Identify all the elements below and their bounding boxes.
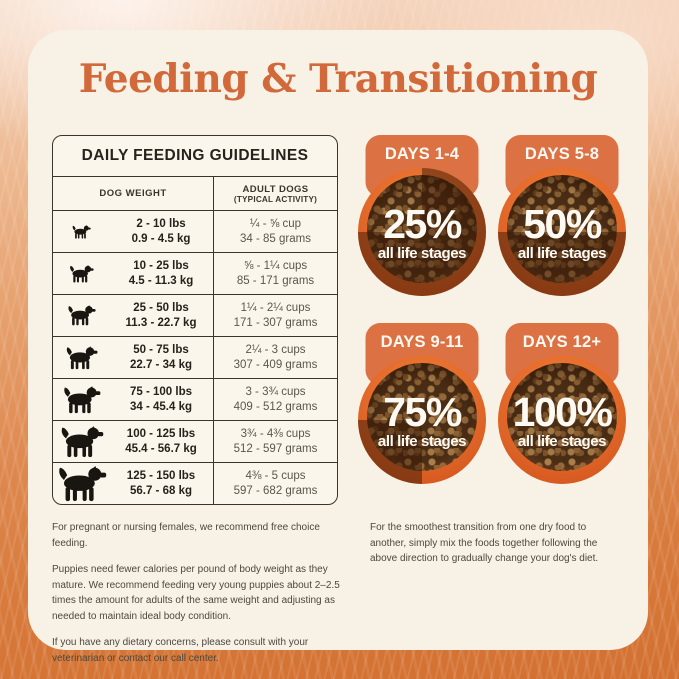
stage-days-5-8: DAYS 5-8 50% all life stages [494,135,630,296]
transition-note: For the smoothest transition from one dr… [370,522,599,564]
stage-days-label: DAYS 12+ [522,333,602,351]
column-header-dog-weight: DOG WEIGHT [53,177,214,210]
weight-kg: 22.7 - 34 kg [129,358,192,371]
serving-grams: 307 - 409 grams [233,358,318,371]
weight-lbs: 125 - 150 lbs [126,469,196,482]
table-title: DAILY FEEDING GUIDELINES [53,136,337,177]
food-bowl: 25% all life stages [358,168,486,296]
table-row: 10 - 25 lbs 4.5 - 11.3 kg ⅝ - 1¼ cups 85 … [53,253,337,295]
weight-lbs: 10 - 25 lbs [133,259,189,272]
table-row: 50 - 75 lbs 22.7 - 34 kg 2¼ - 3 cups 307 … [53,337,337,379]
food-bowl: 75% all life stages [358,356,486,484]
table-row: 25 - 50 lbs 11.3 - 22.7 kg 1¼ - 2¼ cups 1… [53,295,337,337]
dog-icon [66,345,98,369]
serving-grams: 512 - 597 grams [233,442,318,455]
serving-cups: ¼ - ⅝ cup [249,217,302,230]
table-row: 100 - 125 lbs 45.4 - 56.7 kg 3¾ - 4⅜ cups… [53,421,337,463]
note-paragraph: If you have any dietary concerns, please… [52,637,309,664]
adult-dogs-label: ADULT DOGS [242,183,309,195]
stage-caption: all life stages [517,433,607,451]
percent-label: 75% [383,388,462,435]
dog-icon [61,425,104,457]
weight-lbs: 50 - 75 lbs [133,343,189,356]
typical-activity-label: (TYPICAL ACTIVITY) [233,194,318,204]
serving-cups: 3 - 3¾ cups [245,385,306,398]
transition-grid: DAYS 1-4 25% all life stages DAYS 5-8 [354,135,630,505]
serving-cups: 1¼ - 2¼ cups [240,301,311,314]
infographic-card: Feeding & Transitioning DAILY FEEDING GU… [28,30,648,664]
table-row: 125 - 150 lbs 56.7 - 68 kg 4⅜ - 5 cups 59… [53,463,337,504]
serving-grams: 85 - 171 grams [236,274,315,287]
stage-days-label: DAYS 1-4 [384,145,460,163]
weight-lbs: 25 - 50 lbs [133,301,189,314]
percent-label: 100% [512,388,613,435]
stage-caption: all life stages [377,245,467,263]
stage-days-9-11: DAYS 9-11 75% all life stages [354,323,490,484]
stage-caption: all life stages [517,245,607,263]
serving-cups: 3¾ - 4⅜ cups [240,427,311,440]
serving-grams: 34 - 85 grams [240,232,311,245]
weight-lbs: 100 - 125 lbs [126,427,196,440]
main-content: DAILY FEEDING GUIDELINES DOG WEIGHT ADUL… [28,135,648,505]
percent-label: 25% [383,200,462,247]
stage-days-1-4: DAYS 1-4 25% all life stages [354,135,490,296]
percent-label: 50% [523,200,602,247]
serving-cups: 2¼ - 3 cups [245,343,306,356]
weight-lbs: 2 - 10 lbs [136,217,186,230]
stage-days-label: DAYS 5-8 [524,145,600,163]
table-header-row: DOG WEIGHT ADULT DOGS (TYPICAL ACTIVITY) [53,177,337,211]
weight-kg: 56.7 - 68 kg [129,484,192,497]
weight-kg: 34 - 45.4 kg [129,400,192,413]
serving-cups: 4⅜ - 5 cups [245,469,306,482]
weight-kg: 11.3 - 22.7 kg [125,316,197,329]
page-title: Feeding & Transitioning [78,56,598,102]
column-header-adult-dogs: ADULT DOGS (TYPICAL ACTIVITY) [214,177,337,210]
serving-cups: ⅝ - 1¼ cups [243,259,308,272]
stage-caption: all life stages [377,433,467,451]
food-bowl: 50% all life stages [498,168,626,296]
weight-kg: 0.9 - 4.5 kg [131,232,191,245]
feeding-notes: For pregnant or nursing females, we reco… [52,520,354,677]
dog-icon [72,224,91,239]
table-row: 75 - 100 lbs 34 - 45.4 kg 3 - 3¾ cups 409… [53,379,337,421]
dog-icon [70,264,94,283]
serving-grams: 597 - 682 grams [233,484,318,497]
note-paragraph: For pregnant or nursing females, we reco… [52,522,320,549]
weight-kg: 45.4 - 56.7 kg [125,442,197,455]
dog-icon [59,465,107,501]
serving-grams: 409 - 512 grams [233,400,318,413]
footer-notes: For pregnant or nursing females, we reco… [28,505,648,677]
weight-kg: 4.5 - 11.3 kg [128,274,194,287]
serving-grams: 171 - 307 grams [233,316,318,329]
stage-days-12-plus: DAYS 12+ 100% all life stages [494,323,630,484]
food-bowl: 100% all life stages [498,356,626,484]
stage-days-label: DAYS 9-11 [380,333,464,351]
feeding-guidelines-table: DAILY FEEDING GUIDELINES DOG WEIGHT ADUL… [52,135,338,505]
dog-icon [64,385,101,413]
dog-icon [68,305,96,326]
weight-lbs: 75 - 100 lbs [129,385,192,398]
note-paragraph: Puppies need fewer calories per pound of… [52,564,340,622]
table-row: 2 - 10 lbs 0.9 - 4.5 kg ¼ - ⅝ cup 34 - 85… [53,211,337,253]
